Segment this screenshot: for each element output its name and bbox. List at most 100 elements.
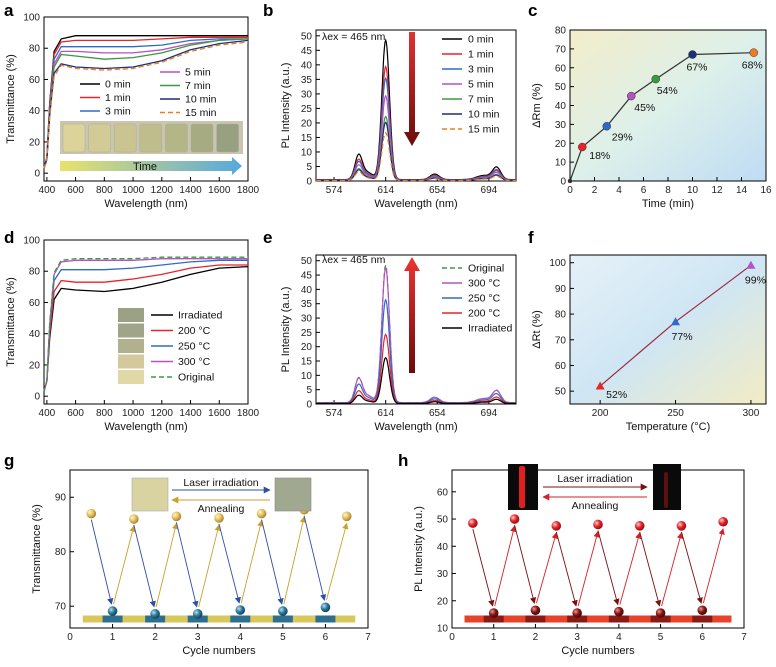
legend-entry: 250 °C xyxy=(178,341,211,353)
x-tick-label: 654 xyxy=(429,185,446,196)
y-tick-label: 70 xyxy=(555,335,567,346)
x-tick-label: 12 xyxy=(711,185,723,196)
low-state-point xyxy=(235,605,246,615)
legend-entry: 5 min xyxy=(185,67,211,79)
x-tick-label: 7 xyxy=(365,632,371,643)
panel-letter-d: d xyxy=(4,228,14,247)
x-tick-label: 8 xyxy=(665,185,671,196)
data-point xyxy=(567,178,573,184)
y-tick-label: 35 xyxy=(301,299,313,310)
legend-entry: 300 °C xyxy=(178,356,211,368)
legend-entry: Original xyxy=(178,372,214,384)
y-tick-label: 10 xyxy=(555,158,567,169)
cycle-bar-segment xyxy=(567,615,588,623)
x-tick-label: 1400 xyxy=(179,408,202,419)
x-tick-label: 1000 xyxy=(122,185,145,196)
y-tick-label: 50 xyxy=(301,256,313,267)
cycle-bar-segment xyxy=(692,615,713,623)
legend-entry: 0 min xyxy=(105,79,131,91)
high-state-point xyxy=(86,508,97,519)
low-state-point xyxy=(655,608,666,618)
panel-letter-f: f xyxy=(528,228,534,247)
x-tick-label: 300 xyxy=(743,408,760,419)
y-tick-label: 45 xyxy=(301,46,313,57)
pl-glow-dim xyxy=(664,472,668,508)
y-tick-label: 25 xyxy=(301,104,313,115)
x-axis-label: Wavelength (nm) xyxy=(104,198,187,210)
y-tick-label: 30 xyxy=(301,314,313,325)
series-group-a xyxy=(43,35,249,169)
x-tick-label: 6 xyxy=(700,632,706,643)
transition-arrow xyxy=(535,532,558,604)
data-label: 67% xyxy=(687,62,708,74)
y-tick-label: 40 xyxy=(437,542,449,553)
high-state-point xyxy=(509,514,520,524)
high-state-point xyxy=(676,521,687,531)
x-tick-label: 1200 xyxy=(151,185,174,196)
low-state-point xyxy=(107,606,118,616)
y-tick-label: 20 xyxy=(301,118,313,129)
x-tick-label: 800 xyxy=(96,408,113,419)
low-state-point xyxy=(530,605,541,616)
cycle-bar-segment xyxy=(187,615,208,623)
legend-entry: 3 min xyxy=(105,106,131,118)
transition-arrow xyxy=(639,531,662,607)
excitation-annotation: λex = 465 nm xyxy=(322,254,386,266)
cycle-bar-segment xyxy=(102,615,123,623)
axes-e: 574 614 654 694 0 5 10 15 20 25 30 35 40 45 50 Waveleng… xyxy=(280,254,517,433)
x-axis-label: Wavelength (nm) xyxy=(374,198,457,210)
axes-g: 0 1 2 3 4 5 6 7 70 80 90 Cycle numbers Transmittance… xyxy=(31,469,371,657)
y-tick-label: 5 xyxy=(306,162,312,173)
high-state-point xyxy=(718,516,728,527)
transition-arrow xyxy=(577,530,600,607)
plot-frame-d xyxy=(43,239,249,405)
x-axis-label: Temperature (°C) xyxy=(626,421,710,433)
y-tick-label: 50 xyxy=(437,515,449,526)
y-tick-label: 100 xyxy=(23,13,40,24)
y-tick-label: 10 xyxy=(301,147,313,158)
x-tick-label: 4 xyxy=(238,632,244,643)
transition-arrow xyxy=(619,532,642,605)
y-tick-label: 60 xyxy=(29,75,41,86)
data-label: 99% xyxy=(745,274,766,286)
y-tick-label: 50 xyxy=(555,387,567,398)
y-tick-label: 70 xyxy=(55,602,67,613)
cycle-bar-segment xyxy=(483,615,504,623)
low-state-point xyxy=(488,608,499,618)
transition-arrow xyxy=(90,519,114,605)
high-state-point xyxy=(341,511,352,522)
data-label: 54% xyxy=(657,85,678,97)
spectrum-line xyxy=(316,131,516,182)
pl-glow xyxy=(519,466,525,508)
x-tick-label: 694 xyxy=(481,408,498,419)
x-tick-label: 0 xyxy=(67,632,73,643)
x-tick-label: 5 xyxy=(280,632,286,643)
y-tick-label: 35 xyxy=(301,75,313,86)
low-state-point xyxy=(697,605,708,616)
x-tick-label: 1800 xyxy=(237,408,260,419)
x-axis-label: Cycle numbers xyxy=(561,645,635,657)
sample-swatch xyxy=(118,370,144,384)
x-tick-label: 0 xyxy=(449,632,455,643)
vial-sample xyxy=(165,123,188,153)
low-state-point xyxy=(614,606,624,617)
charts-layer: 400 600 800 1000 1200 1400 1600 180002040608010… xyxy=(5,13,772,658)
y-tick-label: 70 xyxy=(555,44,567,55)
legend-entry: Irradiated xyxy=(468,323,513,335)
y-tick-label: 30 xyxy=(437,569,449,580)
low-state-point xyxy=(150,609,160,619)
high-state-point xyxy=(551,521,562,531)
x-tick-label: 400 xyxy=(39,408,56,419)
series-line-250C xyxy=(43,259,248,392)
legend-entry: Original xyxy=(468,263,504,275)
increase-arrow xyxy=(404,257,420,373)
transition-arrow xyxy=(218,523,241,604)
y-tick-label: 80 xyxy=(555,26,567,37)
y-tick-label: 20 xyxy=(555,139,567,150)
y-tick-label: 30 xyxy=(301,89,313,100)
legend-entry: 200 °C xyxy=(468,308,501,320)
data-point xyxy=(602,122,611,131)
vial-sample xyxy=(88,123,111,153)
x-tick-label: 614 xyxy=(377,185,394,196)
legend-entry: 0 min xyxy=(468,34,494,46)
